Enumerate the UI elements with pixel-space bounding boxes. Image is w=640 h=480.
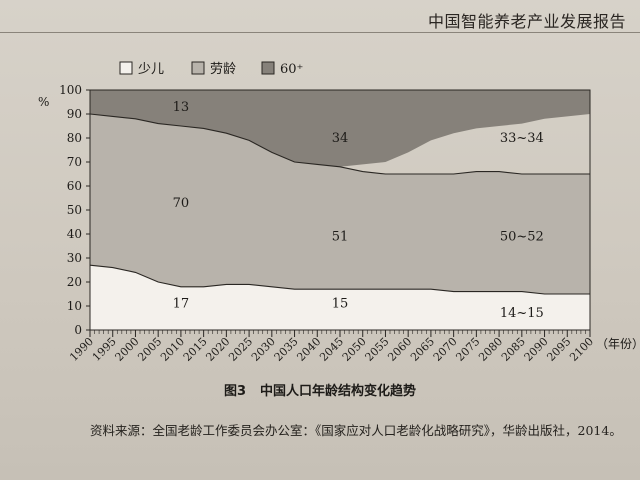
area-working: [90, 114, 590, 294]
x-tick-label: 2015: [181, 335, 210, 364]
figure-caption: 图3 中国人口年龄结构变化趋势: [0, 380, 640, 399]
x-tick-label: 2060: [385, 335, 414, 364]
line-working-elderly-boundary: [89, 113, 590, 175]
data-annotation: 17: [173, 297, 190, 312]
data-annotation: 33~34: [500, 131, 544, 146]
line-child-working-boundary: [89, 264, 590, 295]
x-tick-label: 2075: [453, 335, 482, 364]
legend-swatch-2: [261, 61, 275, 75]
y-tick-label: 20: [67, 275, 82, 289]
y-axis-label: %: [38, 95, 49, 109]
figure-number: 图3: [223, 384, 247, 399]
y-tick-label: 60: [67, 179, 82, 193]
source-note: 资料来源：全国老龄工作委员会办公室：《国家应对人口老龄化战略研究》，华龄出版社，…: [90, 423, 622, 438]
data-annotation: 51: [332, 229, 349, 244]
legend-label-2: 60⁺: [280, 62, 303, 77]
x-tick-label: 2040: [294, 335, 323, 364]
x-tick-label: 2005: [135, 335, 164, 364]
x-axis-label: （年份）: [596, 337, 640, 351]
x-tick-label: 2065: [408, 335, 437, 364]
x-tick-label: 1995: [90, 335, 119, 364]
x-tick-label: 2090: [522, 335, 551, 364]
y-tick-label: 30: [67, 251, 82, 265]
y-tick-label: 80: [67, 131, 82, 145]
x-tick-label: 2085: [499, 335, 528, 364]
x-tick-label: 2010: [158, 335, 187, 364]
x-tick-label: 2100: [567, 335, 596, 364]
x-tick-label: 2035: [272, 335, 301, 364]
x-tick-label: 2080: [476, 335, 505, 364]
header-rule: [0, 32, 640, 33]
running-header: 中国智能养老产业发展报告: [427, 12, 626, 31]
y-tick-label: 100: [59, 83, 82, 97]
x-tick-label: 2055: [363, 335, 392, 364]
x-tick-label: 2095: [544, 335, 573, 364]
data-annotation: 70: [173, 196, 190, 211]
x-tick-label: 2050: [340, 335, 369, 364]
x-tick-label: 2070: [431, 335, 460, 364]
data-annotation: 15: [332, 297, 349, 312]
y-tick-label: 40: [67, 227, 82, 241]
legend-label-0: 少儿: [138, 62, 164, 77]
x-tick-label: 2025: [226, 335, 255, 364]
data-annotation: 13: [173, 100, 190, 115]
data-annotation: 50~52: [500, 229, 544, 244]
legend-swatch-1: [191, 61, 205, 75]
data-annotation: 34: [332, 131, 349, 146]
y-tick-label: 90: [67, 107, 82, 121]
figure-title: 中国人口年龄结构变化趋势: [260, 384, 417, 399]
area-child: [90, 265, 590, 330]
x-tick-label: 1990: [67, 335, 96, 364]
population-structure-chart: 0102030405060708090100199019952000200520…: [38, 61, 640, 364]
x-tick-label: 2000: [113, 335, 142, 364]
y-tick-label: 50: [67, 203, 82, 217]
data-annotation: 14~15: [500, 306, 544, 321]
legend-label-1: 劳龄: [210, 61, 236, 77]
legend-swatch-0: [119, 61, 133, 75]
y-tick-label: 70: [67, 155, 82, 169]
x-tick-label: 2020: [203, 335, 232, 364]
y-tick-label: 10: [67, 299, 82, 313]
x-tick-label: 2045: [317, 335, 346, 364]
x-tick-label: 2030: [249, 335, 278, 364]
y-tick-label: 0: [74, 323, 82, 337]
